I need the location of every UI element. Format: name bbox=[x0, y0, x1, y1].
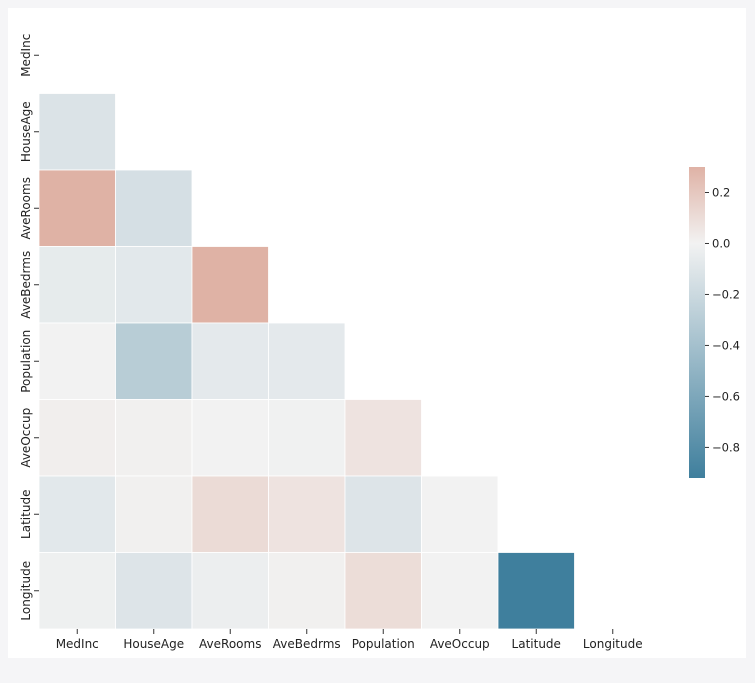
heatmap-cell-latitude-aveoccup bbox=[421, 475, 499, 553]
heatmap-cell-longitude-averooms bbox=[191, 552, 269, 630]
colorbar-tick-label: 0.2 bbox=[712, 185, 730, 199]
colorbar-tick-label: 0.0 bbox=[712, 236, 730, 250]
heatmap-cell-latitude-medinc bbox=[38, 475, 116, 553]
heatmap-cell-longitude-houseage bbox=[115, 552, 193, 630]
heatmap-cell-aveoccup-houseage bbox=[115, 399, 193, 477]
heatmap-cell-houseage-medinc bbox=[38, 93, 116, 171]
y-tick-label-longitude: Longitude bbox=[19, 561, 33, 621]
heatmap-cell-averooms-medinc bbox=[38, 169, 116, 247]
heatmap-cell-longitude-avebedrms bbox=[268, 552, 346, 630]
x-axis-labels: MedInc HouseAge AveRooms AveBedrms Populatio… bbox=[56, 629, 643, 651]
x-tick-label-aveoccup: AveOccup bbox=[430, 637, 490, 651]
colorbar-tick-label: −0.4 bbox=[712, 338, 740, 352]
heatmap-cell-latitude-population bbox=[344, 475, 422, 553]
heatmap-cell-avebedrms-averooms bbox=[191, 246, 269, 324]
y-axis-labels: MedInc HouseAge AveRooms AveBedrms Populatio… bbox=[19, 34, 39, 621]
x-tick-label-population: Population bbox=[352, 637, 415, 651]
heatmap-cell-latitude-avebedrms bbox=[268, 475, 346, 553]
heatmap-cell-latitude-houseage bbox=[115, 475, 193, 553]
heatmap-cell-aveoccup-averooms bbox=[191, 399, 269, 477]
heatmap-cell-longitude-aveoccup bbox=[421, 552, 499, 630]
y-tick-label-latitude: Latitude bbox=[19, 490, 33, 539]
heatmap-cell-population-medinc bbox=[38, 322, 116, 400]
heatmap-cell-aveoccup-population bbox=[344, 399, 422, 477]
heatmap-cell-longitude-medinc bbox=[38, 552, 116, 630]
y-tick-label-houseage: HouseAge bbox=[19, 101, 33, 162]
heatmap-cell-longitude-latitude bbox=[497, 552, 575, 630]
heatmap-cell-population-avebedrms bbox=[268, 322, 346, 400]
heatmap-cell-aveoccup-medinc bbox=[38, 399, 116, 477]
heatmap-cell-population-houseage bbox=[115, 322, 193, 400]
x-tick-label-averooms: AveRooms bbox=[199, 637, 261, 651]
heatmap-cell-aveoccup-avebedrms bbox=[268, 399, 346, 477]
heatmap-cell-population-averooms bbox=[191, 322, 269, 400]
colorbar-tick-label: −0.2 bbox=[712, 287, 740, 301]
y-tick-label-aveoccup: AveOccup bbox=[19, 408, 33, 468]
x-tick-label-latitude: Latitude bbox=[512, 637, 561, 651]
y-tick-label-averooms: AveRooms bbox=[19, 177, 33, 239]
chart-panel: MedInc HouseAge AveRooms AveBedrms Populatio… bbox=[8, 8, 746, 658]
correlation-heatmap: MedInc HouseAge AveRooms AveBedrms Populatio… bbox=[19, 34, 740, 651]
y-tick-label-population: Population bbox=[19, 330, 33, 393]
heatmap-cell-avebedrms-houseage bbox=[115, 246, 193, 324]
colorbar-tick-label: −0.6 bbox=[712, 389, 740, 403]
y-tick-label-medinc: MedInc bbox=[19, 34, 33, 77]
y-tick-label-avebedrms: AveBedrms bbox=[19, 251, 33, 319]
heatmap-cell-averooms-houseage bbox=[115, 169, 193, 247]
x-tick-label-longitude: Longitude bbox=[583, 637, 643, 651]
heatmap-cells bbox=[38, 93, 575, 630]
heatmap-cell-latitude-averooms bbox=[191, 475, 269, 553]
colorbar-tick-label: −0.8 bbox=[712, 440, 740, 454]
colorbar: 0.2 0.0 −0.2 −0.4 −0.6 −0.8 bbox=[689, 167, 740, 478]
x-tick-label-avebedrms: AveBedrms bbox=[273, 637, 341, 651]
x-tick-label-medinc: MedInc bbox=[56, 637, 99, 651]
colorbar-gradient bbox=[689, 167, 705, 478]
x-tick-label-houseage: HouseAge bbox=[123, 637, 184, 651]
heatmap-cell-avebedrms-medinc bbox=[38, 246, 116, 324]
heatmap-cell-longitude-population bbox=[344, 552, 422, 630]
